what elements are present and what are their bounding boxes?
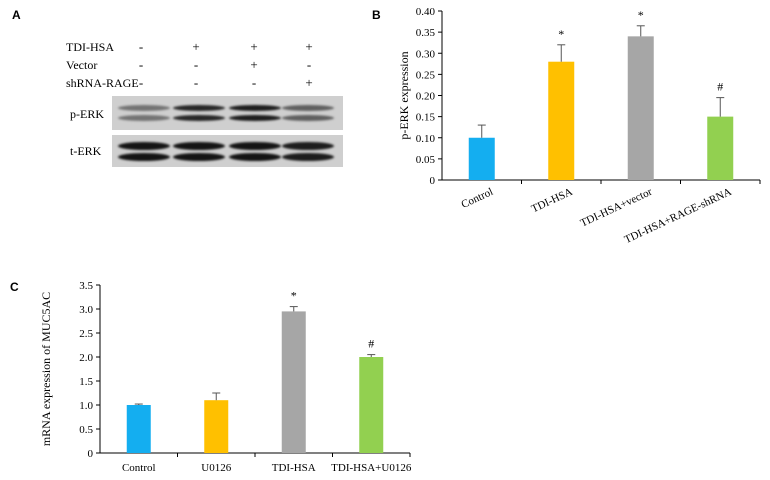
y-axis-label: mRNA expression of MUC5AC (39, 292, 53, 446)
t-erk-label: t-ERK (70, 144, 102, 158)
treatment-sign: - (193, 57, 199, 72)
y-tick-label: 2.5 (79, 328, 93, 340)
p-erk-label: p-ERK (70, 107, 104, 121)
y-tick-label: 0.25 (416, 69, 436, 81)
y-tick-label: 0.5 (79, 424, 93, 436)
blot-band (229, 153, 281, 161)
treatment-sign: - (306, 57, 312, 72)
blot-band (173, 153, 225, 161)
y-tick-label: 3.5 (79, 280, 93, 292)
panel-a-label: A (12, 8, 21, 22)
bar (707, 116, 734, 180)
significance-marker: # (717, 80, 723, 94)
treatment-sign: - (138, 39, 144, 54)
y-tick-label: 0.35 (416, 27, 436, 39)
blot-band (229, 142, 281, 150)
category-label: TDI-HSA (272, 462, 316, 474)
blot-band (282, 115, 334, 121)
blot-band (282, 105, 334, 111)
panel-c-label: C (10, 280, 19, 294)
treatment-sign: + (192, 39, 200, 54)
bar (468, 137, 495, 180)
significance-marker: * (558, 27, 564, 41)
treatment-sign: + (250, 57, 258, 72)
y-tick-label: 2.0 (79, 352, 93, 364)
significance-marker: # (368, 337, 374, 351)
category-label: U0126 (201, 462, 231, 474)
treatment-sign: - (138, 75, 144, 90)
significance-marker: * (638, 8, 644, 22)
blot-band (118, 142, 170, 150)
treatment-sign: + (305, 39, 313, 54)
y-tick-label: 0.40 (416, 6, 436, 18)
y-tick-label: 0.10 (416, 133, 436, 145)
y-tick-label: 3.0 (79, 304, 93, 316)
blot-band (173, 105, 225, 111)
p-erk-blot (112, 96, 343, 130)
y-tick-label: 0 (430, 175, 436, 187)
blot-band (282, 153, 334, 161)
bar (548, 61, 575, 181)
bar (126, 405, 151, 453)
y-tick-label: 0 (88, 448, 94, 460)
y-axis-label: p-ERK expression (397, 51, 411, 139)
treatment-label: shRNA-RAGE (66, 76, 139, 90)
bar (359, 357, 384, 453)
y-tick-label: 0.15 (416, 112, 436, 124)
significance-marker: * (291, 289, 297, 303)
treatment-sign: + (250, 39, 258, 54)
bar (204, 400, 229, 453)
blot-band (118, 115, 170, 121)
category-label: TDI-HSA+U0126 (331, 462, 412, 474)
y-tick-label: 0.30 (416, 48, 436, 60)
treatment-sign: - (193, 75, 199, 90)
y-tick-label: 0.05 (416, 154, 436, 166)
treatment-label: TDI-HSA (66, 40, 114, 54)
blot-band (229, 105, 281, 111)
y-tick-label: 1.5 (79, 376, 93, 388)
bar (281, 311, 306, 453)
treatment-sign: - (251, 75, 257, 90)
blot-band (118, 153, 170, 161)
category-label: Control (122, 462, 156, 474)
treatment-sign: + (305, 75, 313, 90)
blot-band (282, 142, 334, 150)
blot-band (118, 105, 170, 111)
bar (627, 36, 654, 180)
blot-band (229, 115, 281, 121)
panel-b-label: B (372, 8, 381, 22)
treatment-label: Vector (66, 58, 98, 72)
treatment-sign: - (138, 57, 144, 72)
y-tick-label: 0.20 (416, 91, 436, 103)
blot-band (173, 115, 225, 121)
t-erk-blot (112, 135, 343, 167)
y-tick-label: 1.0 (79, 400, 93, 412)
blot-band (173, 142, 225, 150)
